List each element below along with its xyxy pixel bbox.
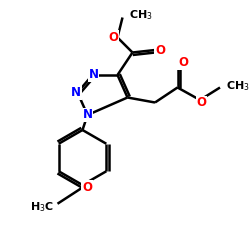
Text: O: O bbox=[155, 44, 165, 57]
Text: N: N bbox=[89, 68, 99, 82]
Text: O: O bbox=[178, 56, 188, 69]
Text: N: N bbox=[71, 86, 81, 99]
Text: H$_3$C: H$_3$C bbox=[30, 200, 54, 214]
Text: O: O bbox=[196, 96, 206, 110]
Text: CH$_3$: CH$_3$ bbox=[129, 8, 152, 22]
Text: CH$_3$: CH$_3$ bbox=[226, 79, 250, 93]
Text: O: O bbox=[82, 181, 92, 194]
Text: O: O bbox=[108, 31, 118, 44]
Text: N: N bbox=[82, 108, 92, 122]
